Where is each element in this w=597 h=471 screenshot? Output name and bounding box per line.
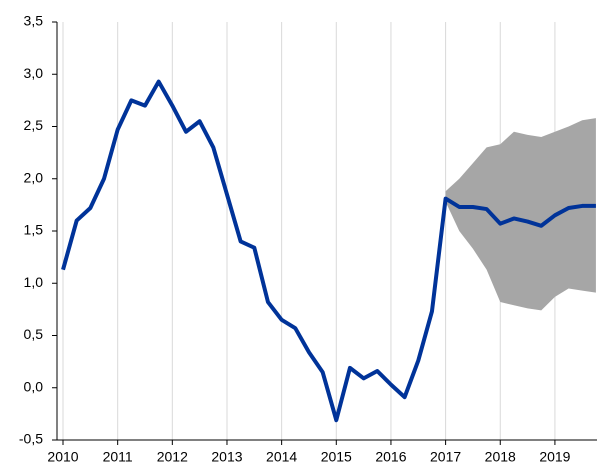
y-tick-label: 2,0: [24, 169, 44, 185]
y-tick-label: 3,5: [24, 13, 44, 29]
x-tick-label: 2019: [539, 449, 570, 465]
x-tick-label: 2011: [103, 449, 133, 465]
x-tick-label: 2016: [375, 449, 406, 465]
x-tick-label: 2018: [485, 449, 516, 465]
x-tick-label: 2012: [157, 449, 188, 465]
x-tick-label: 2017: [430, 449, 461, 465]
y-tick-label: 1,0: [24, 274, 44, 290]
x-tick-label: 2010: [47, 449, 78, 465]
y-tick-label: 3,0: [24, 65, 44, 81]
x-tick-label: 2015: [321, 449, 352, 465]
y-tick-label: 0,5: [24, 326, 44, 342]
y-tick-label: 1,5: [24, 222, 44, 238]
x-tick-label: 2014: [266, 449, 297, 465]
x-tick-label: 2013: [211, 449, 242, 465]
y-tick-label: -0,5: [19, 431, 43, 447]
line: [61, 79, 596, 423]
y-tick-label: 0,0: [24, 378, 44, 394]
y-tick-label: 2,5: [24, 117, 44, 133]
forecast-band: [445, 118, 596, 311]
